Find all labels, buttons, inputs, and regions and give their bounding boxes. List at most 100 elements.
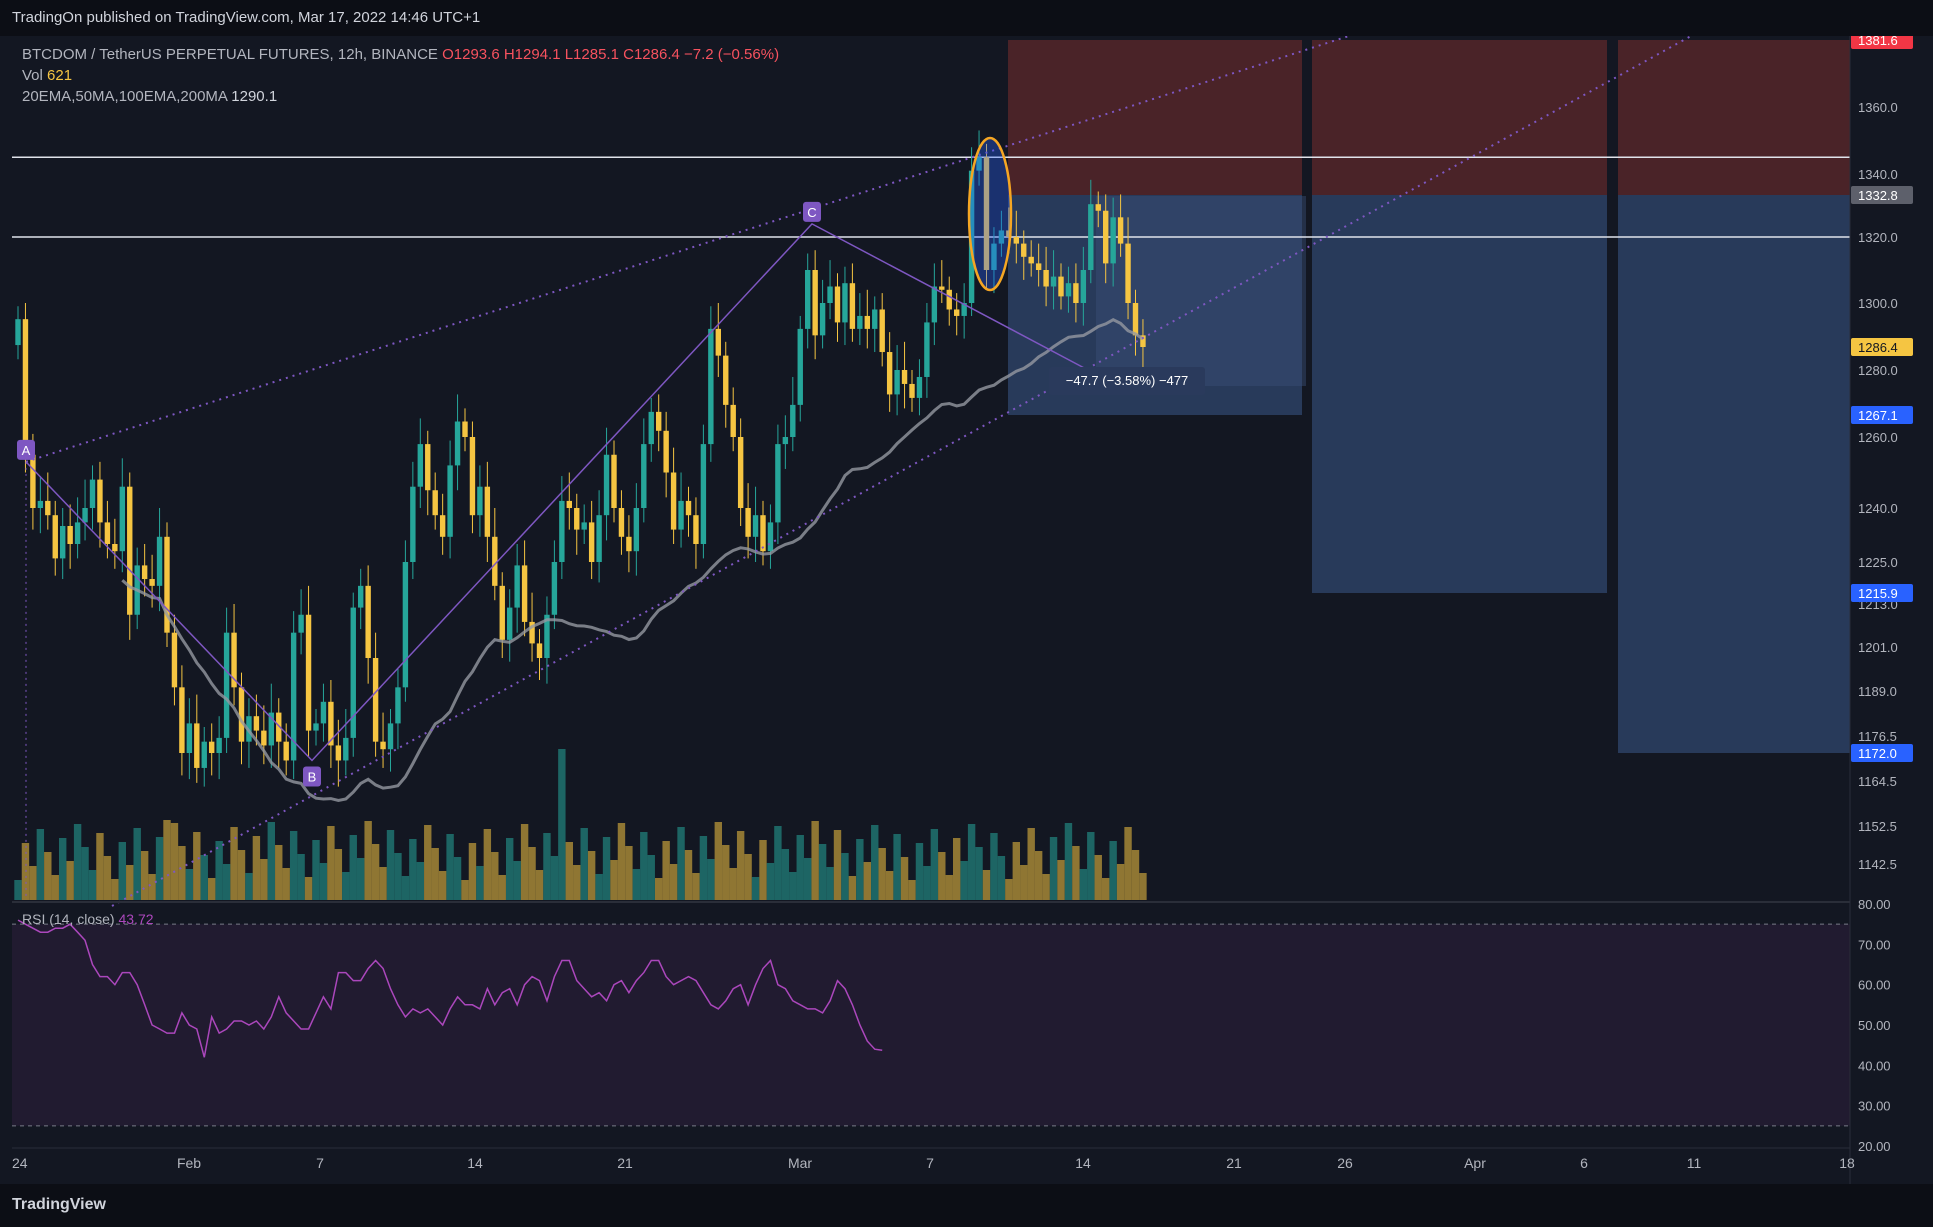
candle-body — [551, 562, 558, 615]
ma-value: 1290.1 — [231, 88, 278, 105]
volume-bar — [453, 857, 462, 900]
volume-bar — [923, 866, 931, 900]
rsi-tick-label: 70.00 — [1858, 937, 1891, 952]
candle-body — [812, 270, 818, 336]
volume-bar — [394, 853, 402, 900]
candle-body — [395, 687, 401, 724]
lower-channel-line — [111, 36, 1694, 907]
price-chart-svg[interactable]: A B C 1360.0 1340.0 1320.0 1300.0 1280.0 1260.0 1… — [12, 36, 1932, 1184]
volume-bar — [1109, 841, 1117, 900]
candle-body — [767, 522, 774, 552]
time-tick-label: 26 — [1337, 1155, 1353, 1171]
candle-body — [179, 687, 185, 753]
rsi-legend: RSI (14, close) 43.72 — [22, 911, 154, 927]
candle-body — [626, 536, 632, 552]
volume-bar — [319, 863, 328, 900]
volume-bar — [379, 867, 387, 900]
rsi-label[interactable]: RSI (14, close) — [22, 911, 115, 927]
candle-body — [387, 723, 394, 750]
volume-bar — [625, 846, 633, 900]
candle-body — [1013, 237, 1019, 244]
candle-body — [156, 536, 163, 586]
publish-banner: TradingOn published on TradingView.com, … — [0, 0, 1933, 36]
volume-bar — [729, 868, 737, 900]
time-tick-label: Mar — [788, 1155, 812, 1171]
candle-body — [60, 526, 66, 559]
time-tick-label: 14 — [1075, 1155, 1091, 1171]
volume-bar — [900, 857, 909, 900]
price-tag-label: 1332.8 — [1858, 188, 1898, 203]
candle-body — [633, 508, 640, 552]
ma-label[interactable]: 20EMA,50MA,100EMA,200MA — [22, 88, 228, 105]
symbol-name[interactable]: BTCDOM / TetherUS PERPETUAL FUTURES, 12h… — [22, 46, 438, 63]
candle-body — [67, 526, 73, 544]
volume-bar — [73, 824, 82, 900]
price-tick-label: 1280.0 — [1858, 363, 1898, 378]
volume-bar — [275, 845, 283, 900]
candle-body — [74, 522, 81, 544]
volume-bar — [498, 875, 506, 900]
volume-bar — [908, 880, 916, 900]
ohlc-close: C1286.4 — [623, 46, 680, 63]
rsi-tick-label: 60.00 — [1858, 978, 1891, 993]
candle-body — [663, 430, 669, 473]
candle-body — [1140, 335, 1146, 347]
volume-bar — [692, 873, 700, 900]
volume-bar — [580, 828, 588, 900]
volume-bar — [14, 880, 22, 900]
candle-body — [864, 315, 870, 329]
candle-body — [82, 508, 88, 523]
volume-bar — [282, 868, 290, 900]
candle-body — [775, 444, 781, 523]
publish-text: TradingOn published on TradingView.com, … — [12, 9, 481, 26]
pattern-badge-c — [803, 201, 821, 222]
candle-body — [358, 585, 364, 608]
volume-bar — [1139, 873, 1147, 900]
volume-bar — [915, 843, 924, 900]
volume-bar — [342, 872, 350, 900]
candle-body — [298, 614, 304, 633]
price-tag — [1851, 584, 1913, 602]
volume-bar — [193, 832, 201, 900]
candle-body — [320, 701, 327, 724]
candle-body — [290, 632, 297, 761]
price-tag-label: 1286.4 — [1858, 340, 1898, 355]
candle-body — [276, 712, 282, 742]
volume-bar — [640, 832, 648, 900]
volume-bar — [461, 880, 469, 900]
chart-area[interactable]: A B C 1360.0 1340.0 1320.0 1300.0 1280.0 1260.0 1… — [12, 36, 1932, 1184]
volume-label[interactable]: Vol — [22, 67, 43, 84]
volume-row: Vol 621 — [22, 65, 779, 86]
volume-bar — [208, 878, 216, 900]
volume-bar — [386, 830, 395, 900]
volume-bar — [364, 821, 372, 900]
volume-bar — [811, 821, 819, 900]
volume-bar — [1042, 874, 1050, 900]
tradingview-logo[interactable]: TradingView — [12, 1196, 106, 1213]
candle-body — [507, 607, 513, 640]
volume-bar — [669, 864, 678, 900]
candle-body — [97, 479, 103, 523]
price-tag-label: 1215.9 — [1858, 586, 1898, 601]
candle-body — [603, 454, 610, 516]
pattern-badge-b — [303, 766, 321, 787]
volume-bar — [751, 877, 760, 900]
candle-body — [89, 479, 96, 508]
price-tag-label: 1381.6 — [1858, 36, 1898, 48]
time-tick-label: 21 — [1226, 1155, 1242, 1171]
candle-body — [1080, 270, 1087, 303]
volume-bar — [1049, 837, 1058, 900]
volume-bar — [647, 855, 655, 900]
candle-body — [946, 289, 952, 310]
candle-body — [842, 283, 848, 323]
volume-bar — [222, 864, 231, 900]
rsi-tick-label: 80.00 — [1858, 897, 1891, 912]
candle-body — [1035, 263, 1042, 270]
volume-bar — [1131, 850, 1140, 900]
candle-body — [15, 319, 21, 346]
candle-body — [931, 286, 938, 323]
volume-bar — [178, 846, 186, 900]
volume-bar — [1116, 864, 1125, 900]
volume-bar — [133, 828, 141, 900]
candle-body — [216, 737, 222, 753]
